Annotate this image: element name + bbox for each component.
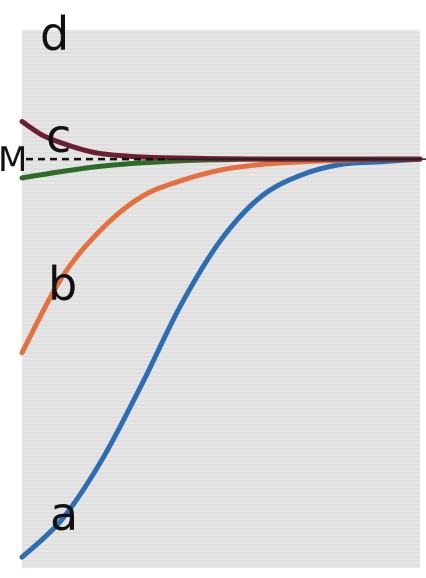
series-label-d: d bbox=[40, 7, 69, 61]
series-label-c: c bbox=[46, 109, 71, 163]
series-label-b: b bbox=[48, 257, 77, 311]
series-line-a bbox=[19, 156, 423, 560]
series-label-a: a bbox=[50, 487, 78, 541]
asymptote-label: M bbox=[0, 140, 27, 180]
plot-background bbox=[22, 30, 420, 568]
plot-area bbox=[22, 30, 420, 568]
label-layer: Ma b cd bbox=[0, 7, 78, 541]
